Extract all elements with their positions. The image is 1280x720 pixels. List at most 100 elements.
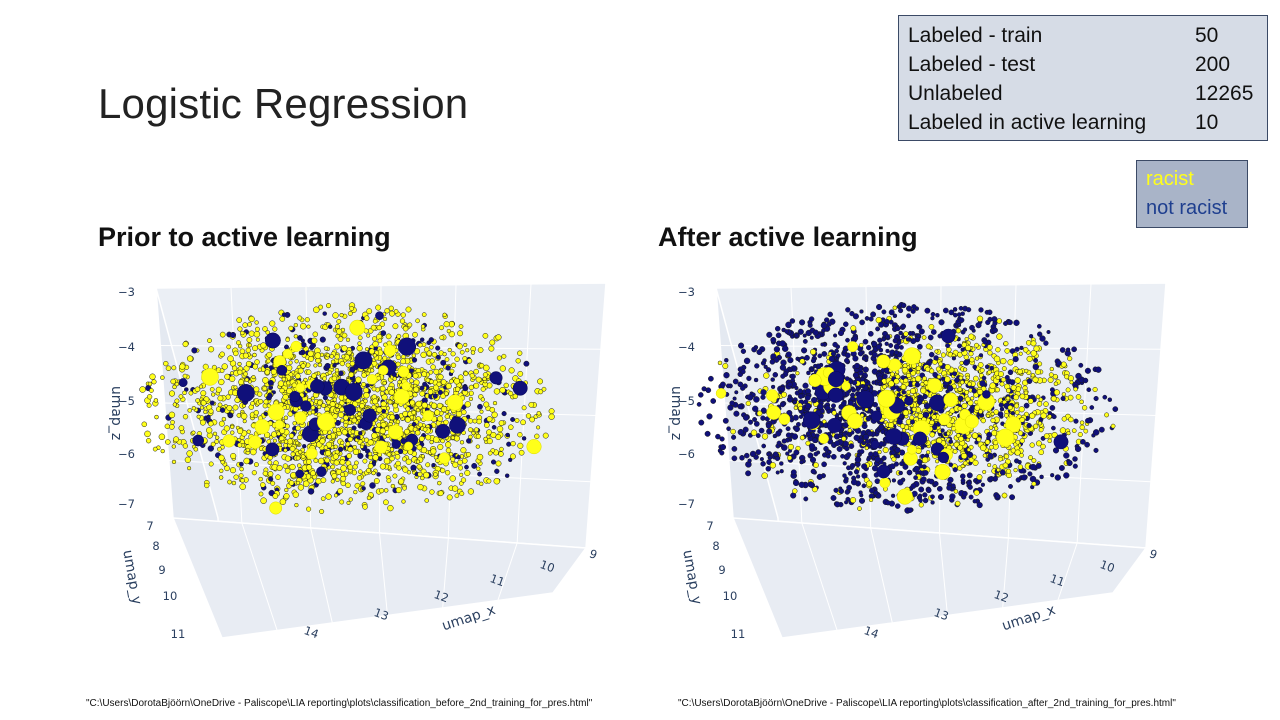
data-point bbox=[488, 345, 495, 352]
data-point-large bbox=[294, 411, 307, 424]
data-point bbox=[1077, 431, 1083, 438]
data-point bbox=[1065, 347, 1071, 353]
data-point bbox=[262, 377, 269, 384]
data-point bbox=[958, 436, 964, 442]
data-point bbox=[824, 317, 830, 323]
data-point bbox=[779, 469, 784, 474]
data-point bbox=[306, 324, 311, 329]
data-point bbox=[1080, 438, 1086, 445]
data-point bbox=[275, 474, 281, 480]
data-point bbox=[988, 476, 994, 482]
data-point-large bbox=[885, 427, 903, 445]
data-point bbox=[548, 408, 555, 415]
data-point-large bbox=[387, 424, 403, 440]
stats-label: Labeled in active learning bbox=[908, 111, 1147, 134]
data-point bbox=[174, 398, 180, 404]
data-point bbox=[859, 449, 865, 455]
gridline bbox=[801, 522, 838, 631]
data-point bbox=[951, 356, 957, 361]
data-point bbox=[1018, 406, 1025, 413]
data-point bbox=[462, 385, 469, 392]
data-point bbox=[1059, 427, 1067, 434]
data-point bbox=[976, 315, 984, 322]
data-point bbox=[959, 380, 965, 385]
data-point bbox=[514, 418, 520, 423]
data-point bbox=[976, 502, 983, 509]
data-point bbox=[779, 461, 784, 466]
data-point bbox=[221, 363, 228, 370]
data-point bbox=[405, 458, 412, 465]
data-point bbox=[1030, 372, 1036, 378]
data-point bbox=[141, 421, 148, 428]
data-point-large bbox=[274, 419, 284, 430]
data-point bbox=[827, 311, 833, 318]
data-point bbox=[496, 355, 502, 361]
data-point bbox=[696, 402, 702, 407]
data-point bbox=[1023, 402, 1030, 409]
data-point bbox=[417, 342, 423, 348]
data-point bbox=[386, 452, 392, 457]
data-point bbox=[911, 406, 917, 412]
data-point bbox=[319, 508, 325, 515]
data-point bbox=[400, 312, 406, 318]
data-point bbox=[794, 332, 799, 338]
data-point bbox=[182, 341, 189, 348]
data-point bbox=[900, 302, 907, 309]
data-point bbox=[944, 364, 951, 371]
data-point bbox=[968, 494, 974, 500]
data-point bbox=[877, 337, 883, 343]
data-point bbox=[805, 402, 812, 410]
data-point-large bbox=[715, 388, 727, 399]
z-tick-label: −5 bbox=[118, 394, 135, 408]
data-point bbox=[294, 502, 299, 508]
data-point bbox=[335, 407, 340, 413]
data-point bbox=[320, 496, 326, 502]
data-point-large bbox=[397, 365, 410, 378]
data-point bbox=[774, 455, 780, 462]
data-point bbox=[299, 322, 307, 330]
data-point-large bbox=[870, 440, 880, 449]
data-point bbox=[289, 463, 296, 471]
data-point bbox=[324, 457, 330, 464]
data-point bbox=[1015, 386, 1022, 392]
data-point bbox=[834, 440, 841, 447]
data-point bbox=[165, 439, 171, 445]
data-point bbox=[367, 451, 373, 457]
data-point bbox=[909, 387, 917, 395]
data-point bbox=[885, 500, 891, 506]
data-point bbox=[206, 414, 211, 420]
data-point bbox=[1084, 367, 1091, 374]
data-point bbox=[541, 386, 547, 392]
data-point bbox=[351, 417, 358, 424]
data-point bbox=[1005, 395, 1011, 401]
data-point bbox=[432, 393, 438, 399]
data-point bbox=[475, 376, 482, 383]
data-point bbox=[930, 329, 937, 335]
data-point bbox=[710, 398, 717, 404]
data-point bbox=[459, 440, 465, 445]
data-point bbox=[341, 354, 346, 359]
data-point bbox=[842, 349, 847, 354]
data-point bbox=[446, 328, 451, 334]
data-point bbox=[284, 467, 291, 474]
data-point bbox=[932, 371, 938, 378]
data-point bbox=[894, 385, 900, 390]
data-point bbox=[817, 428, 823, 434]
data-point bbox=[884, 341, 889, 346]
data-point bbox=[365, 467, 372, 474]
data-point bbox=[339, 459, 346, 466]
data-point bbox=[371, 386, 377, 392]
data-point bbox=[1010, 384, 1017, 391]
data-point bbox=[450, 351, 456, 357]
data-point bbox=[850, 497, 857, 504]
data-point bbox=[366, 495, 372, 501]
data-point-large bbox=[265, 442, 280, 457]
data-point bbox=[936, 485, 943, 492]
data-point bbox=[385, 333, 392, 340]
data-point bbox=[217, 402, 223, 408]
data-point-large bbox=[847, 413, 863, 429]
data-point bbox=[989, 365, 994, 371]
data-point bbox=[486, 416, 493, 423]
